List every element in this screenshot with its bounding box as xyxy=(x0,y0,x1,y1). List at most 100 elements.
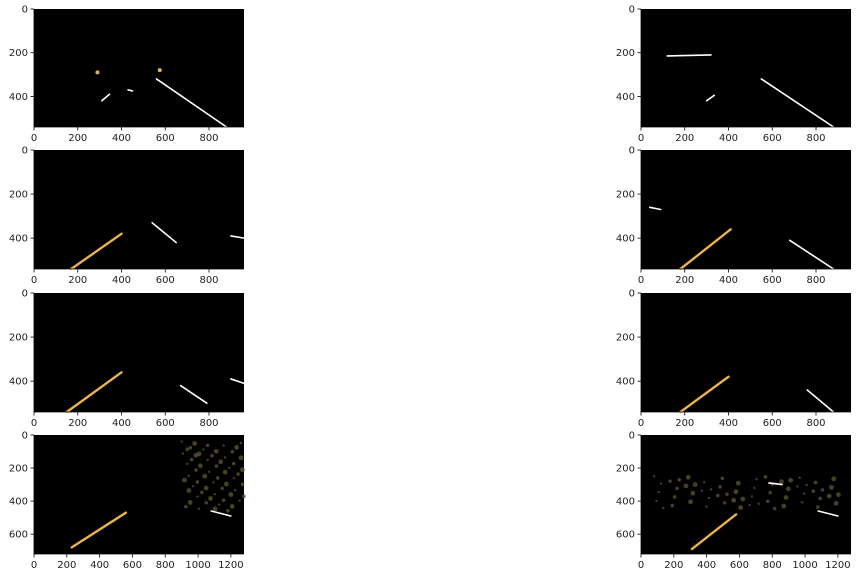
y-tick-label: 600 xyxy=(616,530,635,541)
lane-line-white xyxy=(760,78,835,128)
lane-line-white xyxy=(648,206,662,211)
foliage-dot xyxy=(236,472,240,476)
foliage-dot xyxy=(803,492,806,495)
x-tick-label: 600 xyxy=(763,418,782,429)
x-tick-label: 400 xyxy=(719,133,738,144)
lane-line-white xyxy=(151,221,177,244)
x-tick-label: 400 xyxy=(719,418,738,429)
y-tick-label: 200 xyxy=(9,190,28,201)
foliage-dot xyxy=(720,476,725,481)
x-tick-label: 600 xyxy=(123,560,142,571)
lane-line-yellow xyxy=(690,513,738,551)
panel-row3-left: 0 200 400 600 800 0 200 400 xyxy=(9,289,245,429)
foliage-dot xyxy=(240,482,245,487)
foliage-dot xyxy=(197,463,203,469)
panel-row2-left: 0 200 400 600 800 0 200 400 xyxy=(9,146,245,286)
lane-line-white xyxy=(210,510,232,517)
foliage-dot xyxy=(690,490,696,496)
y-tick-label: 0 xyxy=(22,5,28,16)
y-tick-label: 0 xyxy=(629,431,635,442)
lane-line-white xyxy=(705,94,716,102)
foliage-dot xyxy=(200,490,204,495)
foliage-dot xyxy=(222,444,225,447)
foliage-dot xyxy=(203,485,209,491)
y-tick-label: 400 xyxy=(616,234,635,245)
foliage-dot xyxy=(192,441,198,446)
y-tick-label: 400 xyxy=(9,234,28,245)
x-tick-label: 600 xyxy=(156,418,175,429)
x-tick-label: 200 xyxy=(675,133,694,144)
foliage-dot xyxy=(768,490,772,495)
foliage-dot xyxy=(668,479,672,483)
foliage-dot xyxy=(796,485,799,488)
foliage-dot xyxy=(733,489,739,495)
foliage-dot xyxy=(707,496,710,500)
foliage-dot xyxy=(835,492,841,498)
foliage-dot xyxy=(662,506,665,510)
x-tick-label: 400 xyxy=(90,560,109,571)
image-frame xyxy=(34,293,244,412)
foliage-dot xyxy=(722,500,727,505)
x-tick-label: 800 xyxy=(199,275,218,286)
x-tick-label: 1000 xyxy=(792,560,817,571)
foliage-dot xyxy=(208,496,213,501)
y-tick-label: 400 xyxy=(616,497,635,508)
x-tick-label: 0 xyxy=(638,418,644,429)
y-tick-label: 400 xyxy=(616,377,635,388)
foliage-dot xyxy=(234,444,240,450)
x-tick-label: 800 xyxy=(199,418,218,429)
x-tick-label: 800 xyxy=(806,275,825,286)
image-frame xyxy=(641,150,851,269)
image-frame xyxy=(641,9,851,127)
x-tick-label: 800 xyxy=(806,418,825,429)
foliage-dot xyxy=(683,483,689,489)
foliage-dot xyxy=(779,479,784,485)
x-tick-label: 800 xyxy=(763,560,782,571)
foliage-dot xyxy=(212,506,218,512)
foliage-dot xyxy=(202,473,208,479)
foliage-dot xyxy=(228,466,231,470)
panel-row1-right: 0 200 400 600 800 0 200 400 xyxy=(616,5,851,144)
foliage-dot xyxy=(213,448,219,454)
y-tick-label: 200 xyxy=(9,48,28,59)
x-tick-label: 200 xyxy=(68,418,87,429)
foliage-dot xyxy=(705,505,708,508)
panel-row2-right: 0 200 400 600 800 0 200 400 xyxy=(616,146,851,286)
x-tick-label: 200 xyxy=(68,133,87,144)
road-marking-dot xyxy=(95,70,100,75)
foliage-dot xyxy=(715,493,720,498)
y-tick-label: 200 xyxy=(616,464,635,475)
foliage-dot xyxy=(735,480,741,486)
image-frame xyxy=(641,293,851,412)
foliage-dot xyxy=(763,475,768,479)
foliage-dot xyxy=(191,485,195,488)
y-tick-label: 0 xyxy=(629,5,635,16)
foliage-dot xyxy=(214,464,219,468)
foliage-dot xyxy=(184,504,188,509)
image-frame xyxy=(34,150,244,269)
foliage-dot xyxy=(213,492,216,496)
foliage-dot xyxy=(831,476,837,482)
foliage-dot xyxy=(738,505,743,510)
foliage-dot xyxy=(772,506,777,511)
lane-line-yellow xyxy=(65,371,123,414)
y-tick-label: 400 xyxy=(9,92,28,103)
x-tick-label: 400 xyxy=(112,133,131,144)
foliage-dot xyxy=(224,481,229,487)
x-tick-label: 800 xyxy=(806,133,825,144)
foliage-dot xyxy=(239,441,243,445)
foliage-dot xyxy=(210,453,214,458)
foliage-dot xyxy=(688,499,693,505)
foliage-dot xyxy=(180,440,183,443)
x-tick-label: 1000 xyxy=(185,560,210,571)
image-frame xyxy=(641,435,851,554)
foliage-dot xyxy=(655,499,658,502)
foliage-dot xyxy=(692,482,698,487)
foliage-dot xyxy=(238,499,241,502)
panel-row4-right: 0 200 400 600 800 1000 1200 0 200 400 600 xyxy=(616,431,851,571)
foliage-dot xyxy=(189,457,194,462)
x-tick-label: 0 xyxy=(638,133,644,144)
foliage-dot xyxy=(672,495,677,499)
x-tick-label: 200 xyxy=(675,275,694,286)
foliage-dot xyxy=(826,493,832,499)
